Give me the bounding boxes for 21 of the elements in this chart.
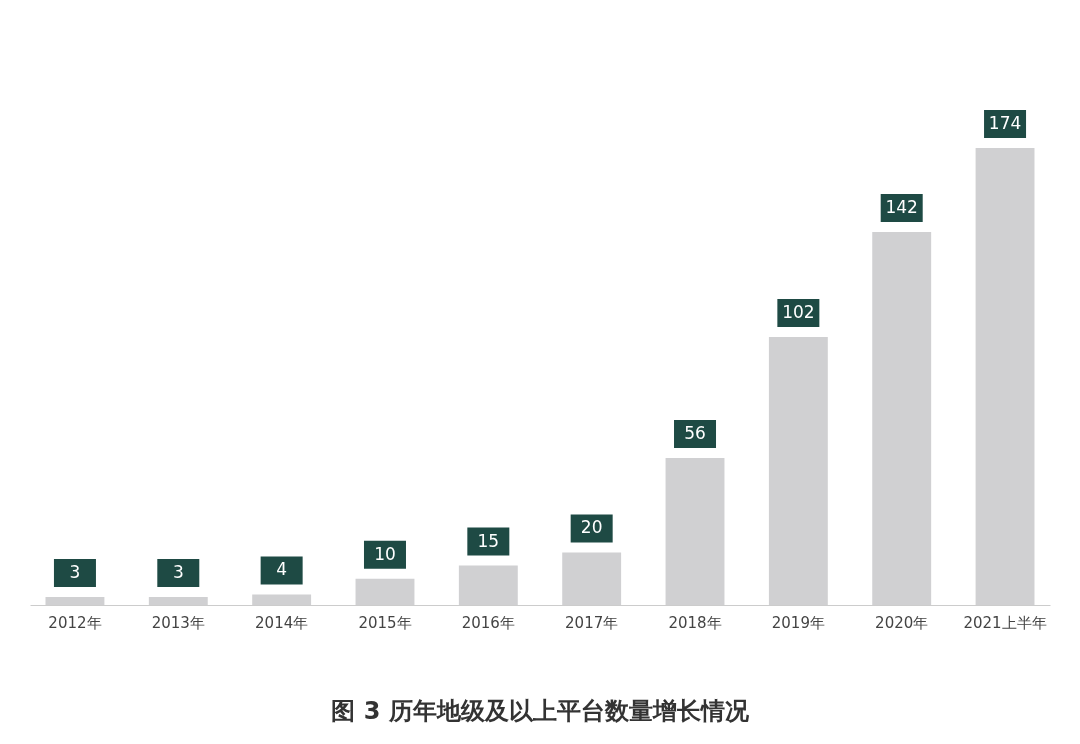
data-label: 3 [172,562,184,583]
data-label: 15 [477,530,500,551]
data-label: 102 [782,302,815,323]
x-tick-label: 2014年 [255,613,309,632]
x-tick-label: 2017年 [565,613,619,632]
x-tick-label: 2012年 [48,613,102,632]
data-label: 174 [988,113,1022,133]
x-tick-label: 2021上半年 [963,613,1047,632]
x-tick-label: 2015年 [358,613,412,632]
x-tick-label: 2013年 [151,613,205,632]
text: 图 3 历年地级及以上平台数量增长情况 [331,697,750,725]
data-label: 142 [885,197,918,218]
data-label: 20 [580,517,603,538]
data-label: 4 [276,559,288,580]
x-tick-label: 2019年 [771,613,825,632]
data-label: 56 [684,422,706,443]
data-label: 10 [374,543,396,564]
data-label: 3 [69,562,81,583]
x-tick-label: 2018年 [668,613,722,632]
x-tick-label: 2016年 [461,613,515,632]
x-tick-label: 2020年 [875,613,929,632]
